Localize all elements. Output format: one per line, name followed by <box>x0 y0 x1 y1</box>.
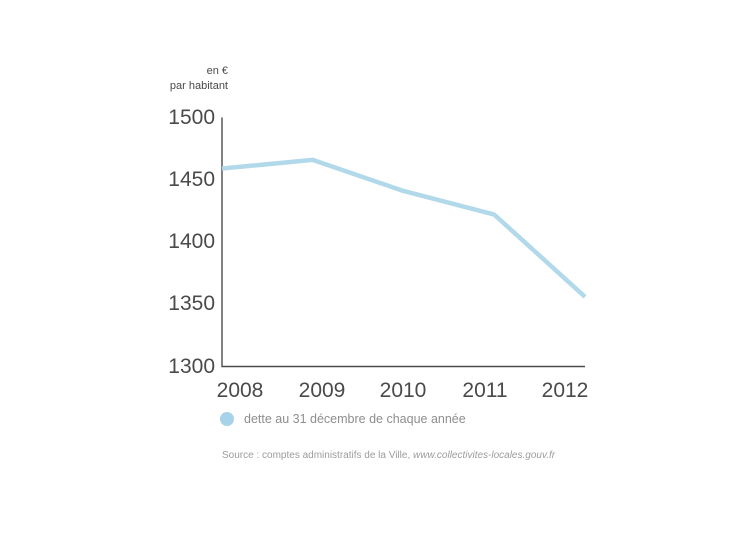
legend: dette au 31 décembre de chaque année <box>220 412 466 426</box>
debt-series-line <box>221 157 587 299</box>
y-axis-unit-label: en € par habitant <box>0 64 228 94</box>
x-tick-label: 2011 <box>462 379 508 402</box>
legend-label: dette au 31 décembre de chaque année <box>244 412 466 426</box>
x-tick-label: 2008 <box>216 379 264 402</box>
source-text: Source : comptes administratifs de la Vi… <box>222 450 414 461</box>
source-caption: Source : comptes administratifs de la Vi… <box>222 450 555 461</box>
y-tick-label: 1450 <box>168 167 215 191</box>
unit-label-line1: en € <box>206 65 228 77</box>
source-url: www.collectivites-locales.gouv.fr <box>413 450 556 461</box>
y-tick-label: 1500 <box>168 105 215 129</box>
y-tick-label: 1350 <box>168 292 215 316</box>
legend-dot-icon <box>220 412 234 426</box>
x-tick-label: 2009 <box>298 379 346 402</box>
unit-label-line2: par habitant <box>169 80 228 92</box>
axes <box>221 117 585 368</box>
x-tick-label: 2012 <box>541 379 589 402</box>
x-tick-label: 2010 <box>379 379 427 402</box>
y-tick-label: 1400 <box>168 230 215 253</box>
y-tick-label: 1300 <box>168 354 215 378</box>
